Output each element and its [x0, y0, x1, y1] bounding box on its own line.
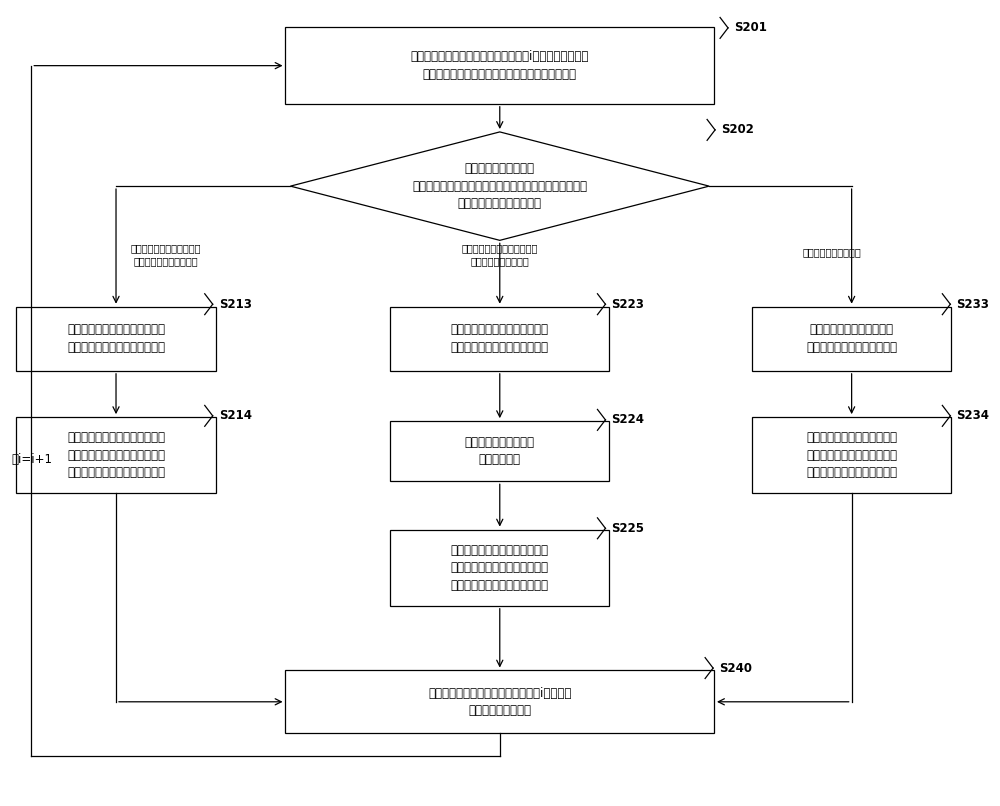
Text: 信号灯控制装置判断所述路
口的交通状况为运行正常状况: 信号灯控制装置判断所述路 口的交通状况为运行正常状况	[806, 323, 897, 354]
Bar	[752, 417, 951, 493]
Text: 信号灯控制装置采用对应运行
正常状况的交通信号灯控制方
案进行路口交通信号灯的控制: 信号灯控制装置采用对应运行 正常状况的交通信号灯控制方 案进行路口交通信号灯的控…	[806, 431, 897, 480]
Bar	[390, 530, 609, 606]
Bar	[16, 417, 216, 493]
Text: 信号灯控制装置结束当前统计周期第i个周期的
路口交通信号灯控制: 信号灯控制装置结束当前统计周期第i个周期的 路口交通信号灯控制	[428, 687, 571, 717]
Text: 信号灯控制装置进一步
判断拥堵相位: 信号灯控制装置进一步 判断拥堵相位	[465, 436, 535, 467]
Bar	[390, 421, 609, 481]
Text: 信号灯控制装置采用对应排队溢
出的拥堵状况的交通信号灯控制
方案进行路口交通信号灯的控制: 信号灯控制装置采用对应排队溢 出的拥堵状况的交通信号灯控制 方案进行路口交通信号…	[67, 431, 165, 480]
Text: S233: S233	[956, 297, 989, 310]
Text: 没超过设定的交通强度阈值，
且有车道出现拥堵状态: 没超过设定的交通强度阈值， 且有车道出现拥堵状态	[462, 243, 538, 266]
Text: S224: S224	[611, 413, 644, 426]
Text: S201: S201	[734, 22, 767, 35]
Text: S223: S223	[611, 297, 644, 310]
Text: 超过设定的交通强度阈值，
且有车道出现拥堵状态，: 超过设定的交通强度阈值， 且有车道出现拥堵状态，	[131, 243, 201, 266]
Text: 信号灯控制装置采用对应交通事
故的拥堵状况的交通信号灯控制
方案进行路口交通信号灯的控制: 信号灯控制装置采用对应交通事 故的拥堵状况的交通信号灯控制 方案进行路口交通信号…	[451, 544, 549, 592]
Bar	[390, 306, 609, 371]
Text: 信号灯控制装置判断所述路口的
交通状况为交通事故的拥堵状况: 信号灯控制装置判断所述路口的 交通状况为交通事故的拥堵状况	[451, 323, 549, 354]
Text: S234: S234	[956, 409, 989, 422]
Text: 没有车道出现拥堵状态: 没有车道出现拥堵状态	[802, 247, 861, 257]
Bar	[752, 306, 951, 371]
Text: S213: S213	[219, 297, 252, 310]
Bar	[16, 306, 216, 371]
Bar	[285, 27, 714, 104]
Text: 令i=i+1: 令i=i+1	[11, 453, 52, 466]
Text: S240: S240	[719, 662, 752, 675]
Text: S202: S202	[721, 123, 754, 136]
Text: 信号灯控制装置计算出当前统计周期第i个周期的路口交通
强度，并确定出各感应检测器所在车道的拥堵状态: 信号灯控制装置计算出当前统计周期第i个周期的路口交通 强度，并确定出各感应检测器…	[411, 51, 589, 81]
Text: 判断当前统计周期计算
出的路口交通强度是否超过设定的交通强度阈值，并判断
是否有车道出现拥堵状态？: 判断当前统计周期计算 出的路口交通强度是否超过设定的交通强度阈值，并判断 是否有…	[412, 162, 587, 210]
Polygon shape	[290, 132, 709, 240]
Text: S225: S225	[611, 521, 644, 535]
Text: S214: S214	[219, 409, 252, 422]
Bar	[285, 671, 714, 733]
Text: 信号灯控制装置判断所述路口的
交通状况为排队溢出的拥堵状况: 信号灯控制装置判断所述路口的 交通状况为排队溢出的拥堵状况	[67, 323, 165, 354]
